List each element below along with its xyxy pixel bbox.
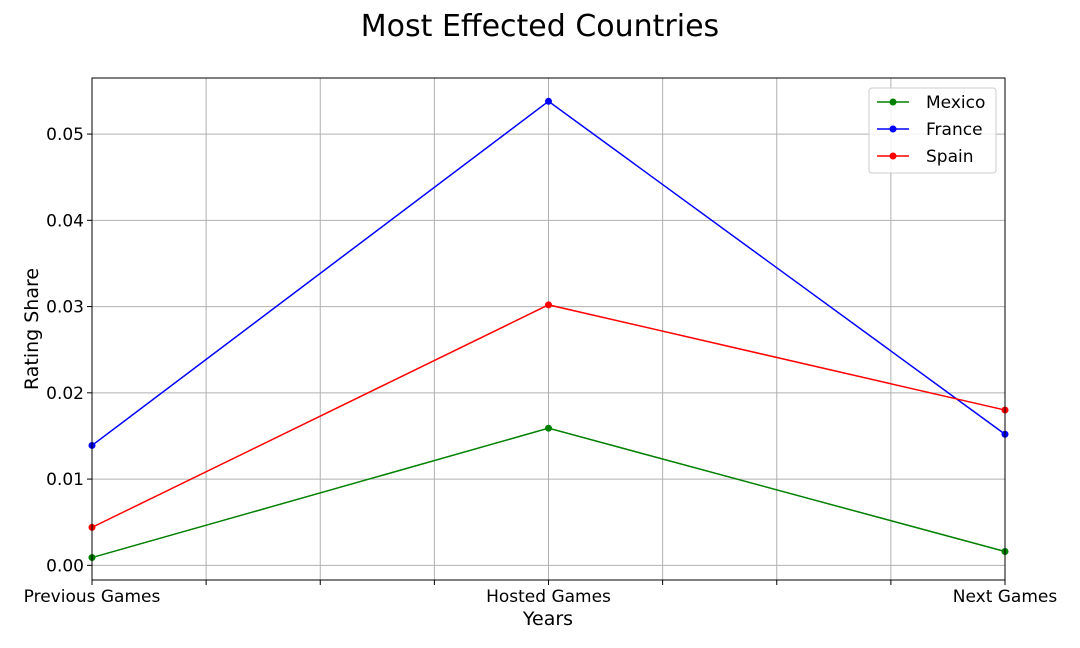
legend-marker	[889, 152, 897, 160]
legend-marker	[889, 98, 897, 106]
legend-marker	[889, 125, 897, 133]
chart-title: Most Effected Countries	[361, 9, 719, 44]
data-point-france	[545, 97, 552, 105]
legend-label: France	[926, 120, 983, 140]
y-tick-label: 0.00	[46, 556, 84, 576]
y-tick-label: 0.01	[46, 470, 84, 490]
x-tick-label: Hosted Games	[486, 587, 611, 607]
legend: Mexico France Spain	[868, 87, 997, 174]
axis-ticks: 0.00 0.01 0.02 0.03 0.04 0.05 Previous Games Ho…	[24, 125, 1058, 607]
x-tick-label: Previous Games	[24, 587, 161, 607]
y-tick-label: 0.02	[46, 384, 84, 404]
grid	[91, 78, 1006, 580]
y-axis-label: Rating Share	[21, 268, 43, 390]
y-tick-label: 0.05	[46, 125, 84, 145]
y-tick-label: 0.04	[46, 211, 84, 231]
data-point-spain	[545, 301, 552, 309]
series-group	[88, 97, 1009, 562]
y-tick-label: 0.03	[46, 298, 84, 318]
legend-label: Mexico	[926, 93, 985, 113]
legend-label: Spain	[926, 147, 974, 167]
data-point-mexico	[545, 424, 552, 432]
legend-box	[868, 87, 997, 174]
x-axis-label: Years	[522, 608, 573, 630]
x-tick-label: Next Games	[953, 587, 1058, 607]
